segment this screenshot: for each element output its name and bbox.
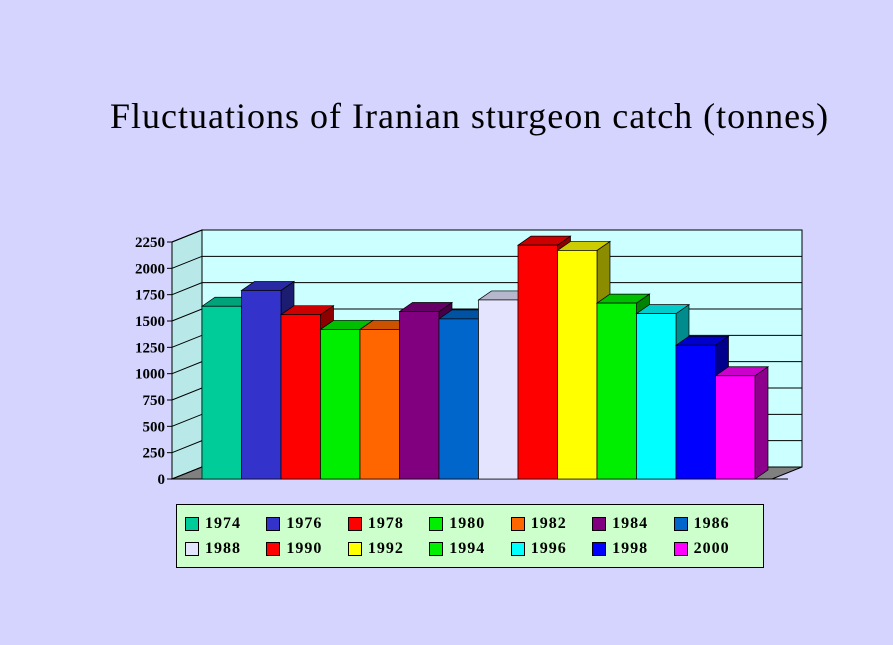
legend-swatch: [185, 541, 199, 556]
legend-item: 1992: [347, 539, 429, 558]
y-tick-label: 250: [143, 446, 166, 462]
y-tick-label: 2000: [135, 261, 165, 277]
y-tick-label: 1750: [135, 288, 165, 304]
legend-label: 1990: [286, 539, 323, 557]
y-tick-label: 0: [158, 472, 166, 488]
bar-1988: [478, 299, 519, 480]
legend-label: 1984: [612, 514, 649, 532]
legend-item: 1986: [673, 514, 755, 533]
legend-swatch: [510, 541, 525, 556]
legend-swatch: [347, 541, 362, 556]
legend-label: 2000: [693, 539, 730, 557]
legend-item: 1980: [429, 515, 510, 533]
y-tick-label: 2250: [135, 235, 165, 251]
legend-label: 1992: [367, 539, 404, 557]
bar-side: [754, 366, 769, 480]
legend-swatch: [266, 516, 281, 531]
bar-1990: [517, 244, 558, 480]
bar-1986: [438, 318, 479, 480]
y-tick-label: 750: [143, 393, 166, 409]
bar-1980: [320, 329, 361, 480]
legend-item: 1976: [266, 515, 347, 533]
bar-1978: [280, 314, 321, 480]
bar-1992: [557, 250, 598, 480]
bar-1982: [359, 329, 400, 480]
legend-label: 1976: [286, 514, 323, 532]
legend-item: 1990: [266, 540, 347, 558]
legend-item: 1984: [592, 515, 673, 533]
legend-label: 1986: [693, 514, 730, 532]
legend-item: 1988: [185, 540, 266, 558]
legend-swatch: [429, 516, 444, 531]
legend-label: 1988: [205, 539, 241, 557]
chart-legend: 1974 1976 1978 1980 1982 1984 1986 1988 1990 1992…: [176, 504, 764, 568]
legend-label: 1982: [530, 514, 567, 532]
legend-label: 1998: [612, 539, 649, 557]
bar-1984: [399, 311, 440, 480]
bar-1994: [596, 302, 637, 480]
bar-1976: [241, 290, 282, 480]
bar-1998: [675, 344, 716, 480]
legend-item: 1978: [347, 514, 429, 533]
legend-item: 1994: [429, 540, 510, 558]
gridline: [171, 229, 802, 243]
chart-title: Fluctuations of Iranian sturgeon catch (…: [110, 96, 830, 136]
legend-item: 1998: [592, 540, 673, 558]
bar-1974: [201, 305, 242, 480]
legend-label: 1996: [530, 539, 567, 557]
bar-1996: [636, 313, 677, 480]
legend-swatch: [347, 516, 362, 531]
legend-label: 1978: [367, 514, 404, 532]
legend-swatch: [185, 516, 199, 531]
legend-swatch: [592, 516, 607, 531]
plot-side-wall: [171, 229, 203, 480]
legend-item: 1974: [185, 515, 266, 533]
legend-item: 1996: [510, 539, 592, 558]
y-tick-label: 1500: [135, 314, 165, 330]
legend-swatch: [673, 541, 688, 556]
bar-2000: [715, 375, 756, 480]
legend-item: 2000: [673, 539, 755, 558]
legend-swatch: [429, 541, 444, 556]
legend-swatch: [510, 516, 525, 531]
legend-label: 1980: [449, 514, 486, 532]
legend-swatch: [266, 541, 281, 556]
legend-swatch: [673, 516, 688, 531]
y-tick-label: 1000: [135, 367, 165, 383]
y-tick-label: 500: [143, 419, 166, 435]
y-tick-label: 1250: [135, 340, 165, 356]
legend-swatch: [592, 541, 607, 556]
legend-label: 1994: [449, 539, 486, 557]
legend-label: 1974: [205, 514, 241, 532]
legend-item: 1982: [510, 514, 592, 533]
